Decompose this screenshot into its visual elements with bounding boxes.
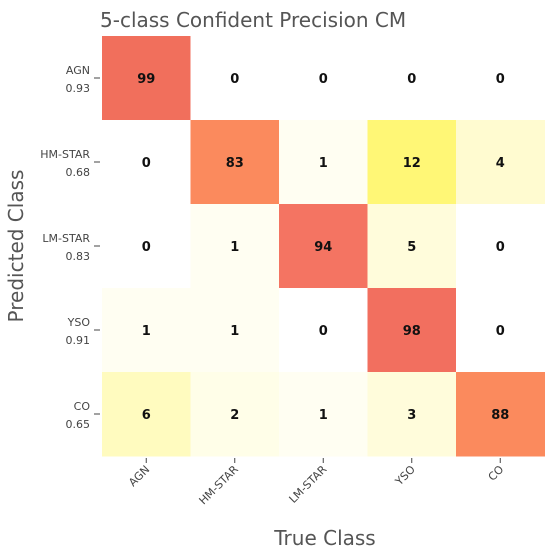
heatmap-cell xyxy=(190,120,280,205)
y-tick-label: LM-STAR xyxy=(42,232,90,245)
cell-value-label: 3 xyxy=(407,408,416,423)
y-tick-label: HM-STAR xyxy=(40,148,90,161)
heatmap-cell xyxy=(279,36,368,121)
cell-value-label: 0 xyxy=(407,72,416,87)
cell-value-label: 0 xyxy=(496,72,505,87)
cell-value-label: 1 xyxy=(142,324,151,339)
cell-value-label: 0 xyxy=(142,156,151,171)
heatmap-cell xyxy=(279,288,368,373)
cell-value-label: 0 xyxy=(142,240,151,255)
heatmap-cell xyxy=(102,36,191,121)
y-tick-label: CO xyxy=(74,400,91,413)
cell-value-label: 1 xyxy=(230,324,239,339)
cell-value-label: 6 xyxy=(142,408,151,423)
heatmap-cell xyxy=(102,204,191,289)
heatmap-cell xyxy=(102,120,191,205)
y-tick-score-label: 0.91 xyxy=(66,334,91,347)
y-tick-score-label: 0.83 xyxy=(66,250,91,263)
cell-value-label: 4 xyxy=(496,156,505,171)
heatmap-cell xyxy=(279,120,368,205)
heatmap-cell xyxy=(367,372,457,457)
heatmap-cell xyxy=(367,36,457,121)
cell-value-label: 99 xyxy=(137,72,155,87)
heatmap-cells: 99 0 0 0 0 0 83 1 12 4 0 1 94 5 0 1 1 0 98 0 6 2 1 3 88 xyxy=(102,36,545,457)
cell-value-label: 0 xyxy=(319,324,328,339)
y-axis-ticks: AGN 0.93 HM-STAR 0.68 LM-STAR 0.83 YSO 0.91 CO 0.… xyxy=(40,64,100,431)
chart-title: 5-class Confident Precision CM xyxy=(100,8,407,32)
cell-value-label: 0 xyxy=(496,240,505,255)
heatmap-cell xyxy=(190,36,280,121)
heatmap-cell xyxy=(367,204,457,289)
y-tick-score-label: 0.65 xyxy=(66,418,91,431)
heatmap-cell xyxy=(190,288,280,373)
cell-value-label: 5 xyxy=(407,240,416,255)
heatmap-cell xyxy=(102,372,191,457)
x-tick-label: LM-STAR xyxy=(287,463,330,506)
x-tick-label: CO xyxy=(486,463,507,484)
heatmap-cell xyxy=(367,288,457,373)
cell-value-label: 94 xyxy=(314,240,332,255)
cell-value-label: 1 xyxy=(319,408,328,423)
cell-value-label: 0 xyxy=(319,72,328,87)
cell-value-label: 1 xyxy=(319,156,328,171)
y-axis-label: Predicted Class xyxy=(4,170,28,323)
heatmap-cell xyxy=(367,120,457,205)
heatmap-cell xyxy=(456,36,545,121)
y-tick-label: AGN xyxy=(66,64,90,77)
heatmap-cell xyxy=(102,288,191,373)
heatmap-cell xyxy=(456,204,545,289)
cell-value-label: 12 xyxy=(403,156,421,171)
cell-value-label: 1 xyxy=(230,240,239,255)
x-tick-label: HM-STAR xyxy=(197,463,242,508)
y-tick-label: YSO xyxy=(67,316,91,329)
heatmap-cell xyxy=(279,204,368,289)
heatmap-cell xyxy=(190,204,280,289)
x-tick-label: YSO xyxy=(392,463,418,489)
heatmap-cell xyxy=(456,288,545,373)
cell-value-label: 83 xyxy=(226,156,244,171)
y-tick-score-label: 0.68 xyxy=(66,166,91,179)
x-axis-label: True Class xyxy=(273,526,375,550)
heatmap-cell xyxy=(456,372,545,457)
cell-value-label: 0 xyxy=(496,324,505,339)
cell-value-label: 2 xyxy=(230,408,239,423)
cell-value-label: 88 xyxy=(491,408,509,423)
cell-value-label: 98 xyxy=(403,324,421,339)
y-tick-score-label: 0.93 xyxy=(66,82,91,95)
heatmap-cell xyxy=(279,372,368,457)
x-axis-ticks: AGN HM-STAR LM-STAR YSO CO xyxy=(126,458,507,508)
heatmap-cell xyxy=(456,120,545,205)
cell-value-label: 0 xyxy=(230,72,239,87)
heatmap-cell xyxy=(190,372,280,457)
x-tick-label: AGN xyxy=(126,463,152,489)
